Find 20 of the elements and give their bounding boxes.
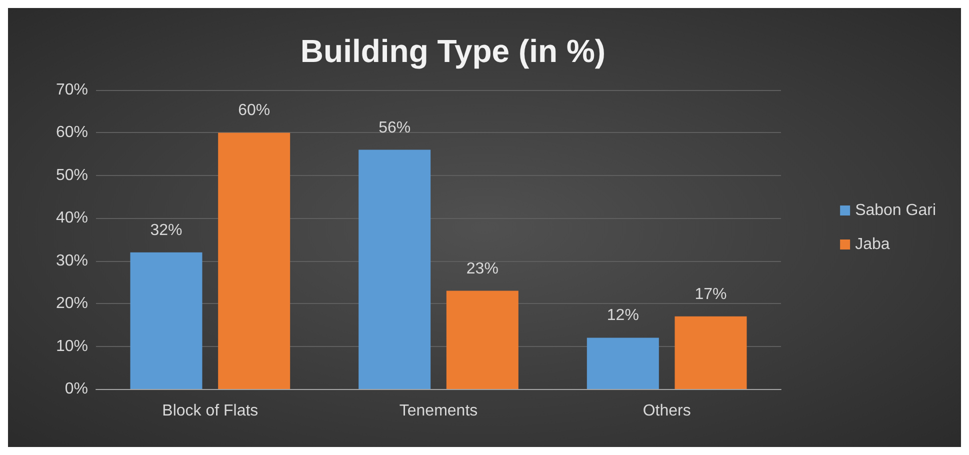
data-label: 12%	[606, 307, 639, 324]
x-tick-label: Others	[642, 402, 691, 420]
y-tick-label: 0%	[64, 380, 88, 398]
data-label: 23%	[466, 260, 498, 278]
y-tick-label: 70%	[56, 82, 88, 98]
y-tick-label: 40%	[56, 210, 88, 227]
x-tick-label: Block of Flats	[162, 402, 258, 420]
legend-label: Jaba	[855, 236, 890, 253]
y-tick-label: 20%	[56, 295, 88, 312]
y-tick-label: 60%	[56, 124, 88, 142]
y-tick-label: 50%	[56, 166, 88, 184]
y-tick-label: 10%	[56, 338, 88, 355]
chart-title: Building Type (in %)	[300, 33, 606, 69]
data-label: 56%	[378, 119, 411, 136]
data-label: 60%	[238, 102, 270, 120]
legend-label: Sabon Gari	[855, 202, 936, 219]
data-label: 32%	[150, 222, 182, 239]
data-label: 17%	[694, 286, 727, 303]
x-tick-label: Tenements	[399, 402, 478, 420]
y-tick-label: 30%	[56, 252, 88, 270]
